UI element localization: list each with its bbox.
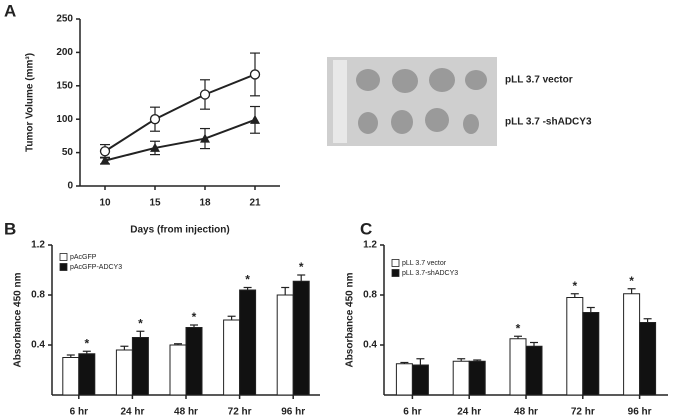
x-tick-label: 21 [249,198,261,209]
bar [452,360,470,396]
x-tick-label: 48 hr [514,407,538,416]
bar [223,319,241,396]
legend-swatch [59,263,68,271]
x-tick-label: 24 hr [120,407,144,416]
y-tick-label: 1.2 [31,240,45,251]
legend-label: pLL 3.7-shADCY3 [402,270,458,277]
legend-swatch [391,269,400,277]
panel-letter: C [360,219,372,238]
y-tick-label: 0 [67,181,73,192]
legend-swatch [391,259,400,267]
x-tick-label: 72 hr [571,407,595,416]
bar [169,344,187,396]
significance-marker: * [138,316,143,330]
y-tick-label: 250 [56,14,73,25]
marker [200,133,210,143]
y-axis-label: Absorbance 450 nm [345,272,356,367]
x-tick-label: 96 hr [281,407,305,416]
y-tick-label: 150 [56,80,73,91]
panel-letter: A [4,1,16,20]
y-tick-label: 50 [62,147,74,158]
significance-marker: * [192,310,197,324]
x-tick-label: 6 hr [70,407,88,416]
legend-label: pLL 3.7 vector [505,75,573,86]
marker [150,142,160,152]
significance-marker: * [245,273,250,287]
bar [639,322,657,396]
x-tick-label: 15 [149,198,161,209]
bar [623,293,641,396]
marker [100,155,110,165]
bar [582,312,600,396]
bar [395,363,413,396]
bar [131,337,149,396]
significance-marker: * [572,279,577,293]
bar [468,360,486,396]
y-axis-label: Absorbance 450 nm [13,272,24,367]
legend-label: pAcGFP-ADCY3 [70,264,122,271]
bar [411,364,429,396]
x-tick-label: 96 hr [628,407,652,416]
bar [115,349,133,396]
legend-label: pAcGFP [70,254,97,261]
y-tick-label: 100 [56,114,73,125]
bar [509,338,527,396]
bar [525,345,543,396]
legend-swatch [59,253,68,261]
x-tick-label: 18 [199,198,211,209]
y-tick-label: 1.2 [363,240,377,251]
x-tick-label: 72 hr [228,407,252,416]
x-axis-label: Days (from injection) [130,225,229,236]
bar [185,327,203,396]
bar [276,294,294,396]
marker [249,69,261,80]
y-tick-label: 0.4 [363,340,377,351]
x-tick-label: 24 hr [457,407,481,416]
bar [239,289,257,396]
bar [78,353,96,396]
line [104,73,256,153]
legend-label: pLL 3.7 -shADCY3 [505,117,592,128]
marker [149,114,161,125]
y-axis-label: Tumor Volume (mm³) [25,53,36,152]
x-tick-label: 48 hr [174,407,198,416]
significance-marker: * [84,336,89,350]
panel-letter: B [4,219,16,238]
marker [199,89,211,100]
significance-marker: * [629,274,634,288]
tumor-images [356,68,487,134]
line [104,118,256,162]
x-tick-label: 6 hr [403,407,421,416]
y-tick-label: 0.4 [31,340,45,351]
y-tick-label: 0.8 [31,290,45,301]
ruler [333,60,347,143]
y-tick-label: 200 [56,47,73,58]
legend-label: pLL 3.7 vector [402,260,447,267]
significance-marker: * [299,260,304,274]
marker [99,146,111,157]
bar [292,280,310,396]
y-tick-label: 0.8 [363,290,377,301]
significance-marker: * [516,321,521,335]
bar [62,357,80,396]
marker [250,114,260,124]
bar [566,297,584,396]
x-tick-label: 10 [99,198,111,209]
